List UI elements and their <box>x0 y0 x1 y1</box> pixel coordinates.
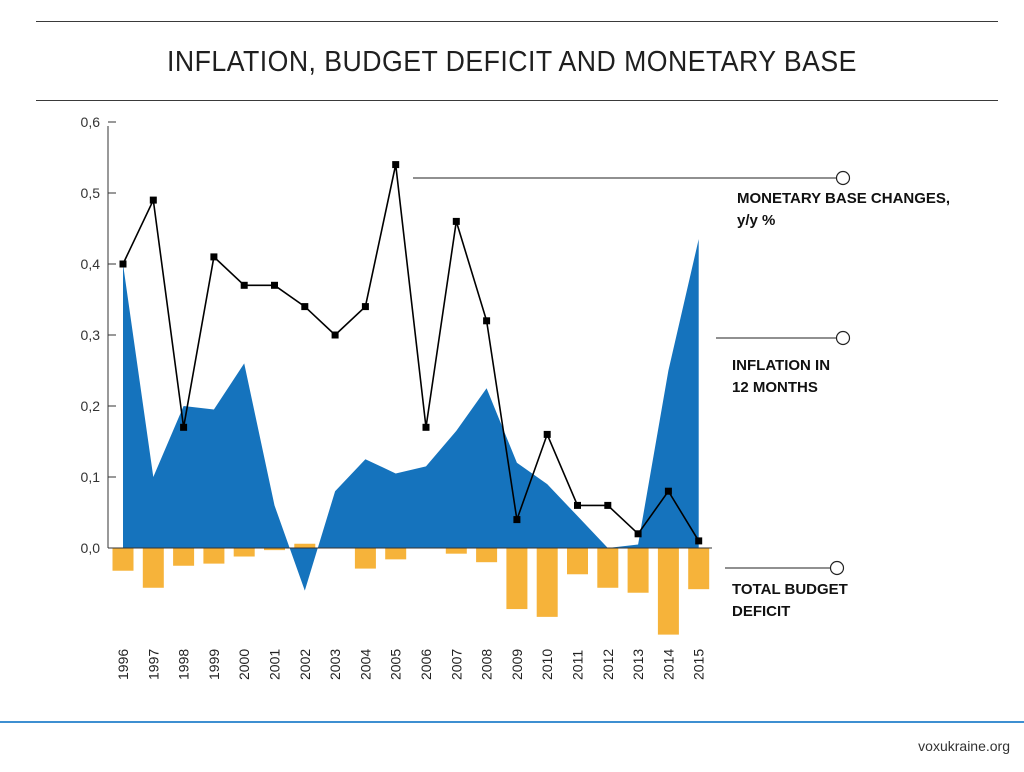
deficit-bar <box>294 543 316 548</box>
deficit-bar <box>688 548 710 590</box>
footer-rule <box>0 721 1024 723</box>
monetary-base-point <box>483 317 491 325</box>
chart-area: 0,0 0,1 0,2 0,3 0,4 0,5 0,6 1996 1997 1998 1999 20… <box>81 114 951 680</box>
deficit-bar <box>506 548 528 610</box>
x-tick-label: 2015 <box>691 649 707 680</box>
monetary-base-point <box>604 501 612 509</box>
monetary-base-point <box>392 161 400 169</box>
x-tick-label: 2001 <box>267 649 283 680</box>
deficit-bar <box>445 548 467 554</box>
monetary-base-point <box>331 331 339 339</box>
chart-title: INFLATION, BUDGET DEFICIT AND MONETARY B… <box>167 46 857 78</box>
monetary-base-point <box>180 423 188 431</box>
deficit-bar <box>597 548 619 588</box>
deficit-bar <box>173 548 195 566</box>
x-tick-label: 2002 <box>297 649 313 680</box>
y-axis: 0,0 0,1 0,2 0,3 0,4 0,5 0,6 <box>81 114 116 556</box>
monetary-base-point <box>149 196 157 204</box>
deficit-bar <box>354 548 376 569</box>
inflation-area-path <box>123 239 699 591</box>
x-tick-label: 1996 <box>115 649 131 680</box>
monetary-base-point <box>452 217 460 225</box>
inflation-area <box>123 239 699 591</box>
x-tick-label: 2010 <box>539 649 555 680</box>
legend-circle-marker <box>835 330 851 346</box>
monetary-base-line <box>119 161 703 545</box>
x-tick-label: 2005 <box>388 649 404 680</box>
deficit-bar <box>142 548 164 588</box>
legend-circle-marker <box>835 170 851 186</box>
y-tick-label: 0,6 <box>81 114 101 130</box>
top-rule <box>36 21 998 22</box>
deficit-bar <box>233 548 255 557</box>
deficit-bars <box>112 543 710 635</box>
x-tick-label: 1998 <box>176 649 192 680</box>
y-tick-label: 0,0 <box>81 540 101 556</box>
monetary-base-polyline <box>122 164 700 542</box>
legend-label-line2: 12 MONTHS <box>732 379 818 396</box>
deficit-bar <box>264 548 285 551</box>
y-tick-label: 0,5 <box>81 185 101 201</box>
monetary-base-point <box>210 253 218 261</box>
x-axis: 1996 1997 1998 1999 2000 2001 2002 2003 2004 2005… <box>108 547 712 680</box>
y-tick-label: 0,1 <box>81 469 101 485</box>
monetary-base-point <box>513 516 521 524</box>
legend-label-line1: INFLATION IN <box>732 357 830 374</box>
title-underline <box>36 100 998 101</box>
x-tick-label: 1997 <box>145 649 161 680</box>
x-tick-label: 2006 <box>418 649 434 680</box>
y-tick-label: 0,2 <box>81 398 101 414</box>
x-tick-label: 2008 <box>479 649 495 680</box>
monetary-base-point <box>543 430 551 438</box>
x-tick-label: 2007 <box>448 649 464 680</box>
monetary-base-point <box>240 281 248 289</box>
x-tick-label: 1999 <box>206 649 222 680</box>
x-tick-label: 2011 <box>570 650 586 680</box>
x-tick-label: 2012 <box>600 649 616 680</box>
source-credit: voxukraine.org <box>918 738 1010 754</box>
deficit-bar <box>536 548 558 617</box>
x-tick-label: 2009 <box>509 649 525 680</box>
monetary-base-point <box>664 487 672 495</box>
x-tick-label: 2014 <box>660 649 676 680</box>
monetary-base-point <box>271 281 278 289</box>
deficit-bar <box>657 548 679 635</box>
x-tick-label: 2000 <box>236 649 252 680</box>
monetary-base-point <box>422 423 430 431</box>
monetary-base-point <box>634 530 642 538</box>
legend-circle-marker <box>829 560 845 576</box>
monetary-base-point <box>361 303 369 311</box>
legend-label-line2: DEFICIT <box>732 603 790 620</box>
legend-label-line1: MONETARY BASE CHANGES, <box>737 190 950 207</box>
deficit-bar <box>203 548 225 564</box>
x-tick-label: 2003 <box>327 649 343 680</box>
monetary-base-point <box>695 537 703 545</box>
deficit-bar <box>385 548 407 560</box>
legend: MONETARY BASE CHANGES, y/y % INFLATION IN 1… <box>413 170 950 620</box>
deficit-bar <box>112 548 134 571</box>
monetary-base-point <box>301 303 309 311</box>
deficit-bar <box>627 548 649 593</box>
x-tick-label: 2013 <box>630 649 646 680</box>
x-tick-label: 2004 <box>357 649 373 680</box>
legend-label-line2: y/y % <box>737 212 775 229</box>
legend-label-line1: TOTAL BUDGET <box>732 581 848 598</box>
deficit-bar <box>476 548 498 563</box>
y-tick-label: 0,3 <box>81 327 101 343</box>
monetary-base-point <box>574 501 581 509</box>
y-tick-label: 0,4 <box>81 256 101 272</box>
deficit-bar <box>567 548 588 575</box>
monetary-base-point <box>119 260 127 268</box>
